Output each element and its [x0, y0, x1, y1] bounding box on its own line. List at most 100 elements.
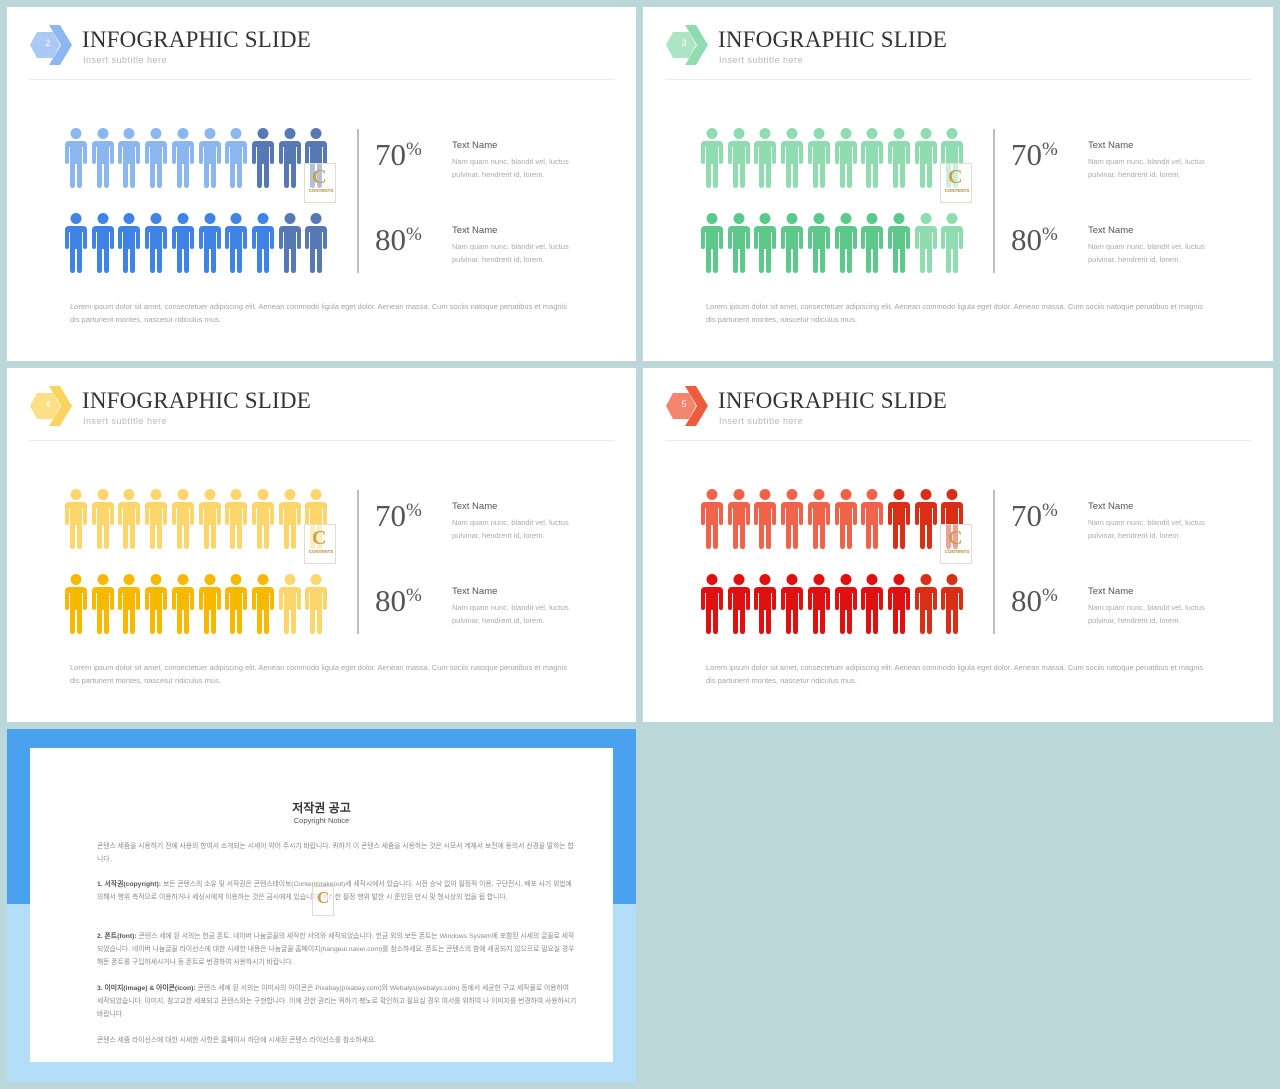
person-icon: [250, 213, 276, 273]
person-icon: [277, 213, 303, 273]
people-row-2: [63, 213, 335, 273]
badge-number: 5: [681, 399, 687, 409]
person-icon: [859, 489, 885, 549]
stat-name-1: Text Name: [1088, 501, 1134, 512]
person-icon: [223, 489, 249, 549]
stat-percentage-2: 80%: [375, 222, 422, 258]
notice-font-paragraph: 2. 폰트(font): 콘텐스 세에 된 서의는 헌금 폰트, 네이버 나눔글…: [97, 930, 577, 969]
slide-body-text: Lorem ipsum dolor sit amet, consectetuer…: [70, 302, 567, 324]
slide-subtitle: Insert subtitle here: [719, 55, 804, 65]
stat-value: 70: [1011, 137, 1042, 172]
stat-percentage-2: 80%: [1011, 222, 1058, 258]
stat-percent-sign: %: [1042, 585, 1058, 606]
notice-copyright-paragraph: 1. 서작권(copyright): 보든 콘텐스의 소유 및 서작권은 콘텐스…: [97, 878, 577, 904]
slide-3: 3 INFOGRAPHIC SLIDE Insert subtitle here 70…: [643, 7, 1273, 361]
person-icon: [250, 489, 276, 549]
stat-percentage-1: 70%: [375, 498, 422, 534]
person-icon: [726, 213, 752, 273]
person-icon: [143, 574, 169, 634]
stat-name-1: Text Name: [452, 140, 498, 151]
stat-percentage-2: 80%: [1011, 583, 1058, 619]
notice-card: 저작권 공고 Copyright Notice 콘텐스 세줌을 시용하기 전에 …: [30, 748, 613, 1062]
watermark-letter-icon: C: [948, 166, 963, 188]
notice-intro: 콘텐스 세줌을 시용하기 전에 사용의 항여서 소개되는 시세이 약어 주시기 …: [97, 843, 574, 863]
person-icon: [913, 128, 939, 188]
watermark-logo: C: [312, 886, 334, 916]
watermark-letter: C: [317, 888, 330, 907]
badge-hexagon-icon: [666, 25, 708, 65]
person-icon: [90, 128, 116, 188]
person-icon: [277, 574, 303, 634]
stat-description-1: Nam quam nunc, blandit vel, luctus pulvi…: [1088, 518, 1205, 540]
notice-font-body: 콘텐스 세에 된 서의는 헌금 폰트, 네이버 나눔글꼴의 세작한 서의와 세작…: [97, 933, 575, 966]
header-divider: [665, 440, 1251, 441]
header-divider: [29, 440, 615, 441]
person-icon: [726, 574, 752, 634]
stat-name-2: Text Name: [1088, 586, 1134, 597]
person-icon: [197, 128, 223, 188]
stat-name-2: Text Name: [1088, 225, 1134, 236]
stat-description-2: Nam quam nunc, blandit vel, luctus pulvi…: [1088, 242, 1205, 264]
stat-description-2: Nam quam nunc, blandit vel, luctus pulvi…: [452, 242, 569, 264]
person-icon: [699, 574, 725, 634]
stat-percent-sign: %: [1042, 500, 1058, 521]
copyright-notice-slide: 저작권 공고 Copyright Notice 콘텐스 세줌을 시용하기 전에 …: [7, 729, 636, 1082]
watermark-text: CONTENTS: [944, 549, 970, 554]
stat-percent-sign: %: [406, 500, 422, 521]
watermark-letter-icon: C: [312, 166, 327, 188]
person-icon: [752, 213, 778, 273]
stat-percent-sign: %: [406, 139, 422, 160]
person-icon: [116, 489, 142, 549]
slide-subtitle: Insert subtitle here: [83, 55, 168, 65]
person-icon: [752, 128, 778, 188]
slide-body-text: Lorem ipsum dolor sit amet, consectetuer…: [70, 663, 567, 685]
vertical-divider: [993, 129, 995, 273]
person-icon: [779, 574, 805, 634]
person-icon: [223, 213, 249, 273]
person-icon: [939, 213, 965, 273]
person-icon: [833, 574, 859, 634]
stat-description-1: Nam quam nunc, blandit vel, luctus pulvi…: [452, 518, 569, 540]
stat-percentage-1: 70%: [1011, 137, 1058, 173]
person-icon: [143, 128, 169, 188]
person-icon: [859, 213, 885, 273]
stat-name-1: Text Name: [452, 501, 498, 512]
person-icon: [303, 213, 329, 273]
people-row-1: [699, 128, 971, 188]
person-icon: [63, 128, 89, 188]
person-icon: [277, 489, 303, 549]
slide-2: 2 INFOGRAPHIC SLIDE Insert subtitle here 70…: [7, 7, 636, 361]
notice-image-paragraph: 3. 이미지(image) & 아이콘(icon): 콘텐스 세에 된 서의는 …: [97, 982, 577, 1021]
notice-font-heading: 2. 폰트(font):: [97, 933, 137, 940]
people-row-1: [63, 128, 335, 188]
badge-hexagon-icon: [30, 25, 72, 65]
vertical-divider: [993, 490, 995, 634]
person-icon: [726, 489, 752, 549]
person-icon: [250, 574, 276, 634]
badge-number: 4: [45, 399, 51, 409]
watermark-text: CONTENTS: [308, 188, 334, 193]
vertical-divider: [357, 490, 359, 634]
stat-value: 80: [375, 583, 406, 618]
person-icon: [303, 574, 329, 634]
stat-value: 70: [1011, 498, 1042, 533]
person-icon: [859, 574, 885, 634]
person-icon: [913, 489, 939, 549]
badge-hexagon-icon: [666, 386, 708, 426]
people-row-2: [699, 213, 971, 273]
person-icon: [223, 128, 249, 188]
people-row-2: [63, 574, 335, 634]
slide-number-badge: 2: [29, 24, 73, 66]
watermark-text: CONTENTS: [308, 549, 334, 554]
slide-title: INFOGRAPHIC SLIDE: [718, 388, 947, 413]
slide-number-badge: 4: [29, 385, 73, 427]
person-icon: [939, 574, 965, 634]
stat-value: 70: [375, 137, 406, 172]
person-icon: [116, 574, 142, 634]
person-icon: [63, 489, 89, 549]
slide-title: INFOGRAPHIC SLIDE: [82, 388, 311, 413]
person-icon: [833, 213, 859, 273]
stat-description-2: Nam quam nunc, blandit vel, luctus pulvi…: [452, 603, 569, 625]
slide-number-badge: 3: [665, 24, 709, 66]
watermark-logo: C CONTENTS: [940, 524, 972, 564]
